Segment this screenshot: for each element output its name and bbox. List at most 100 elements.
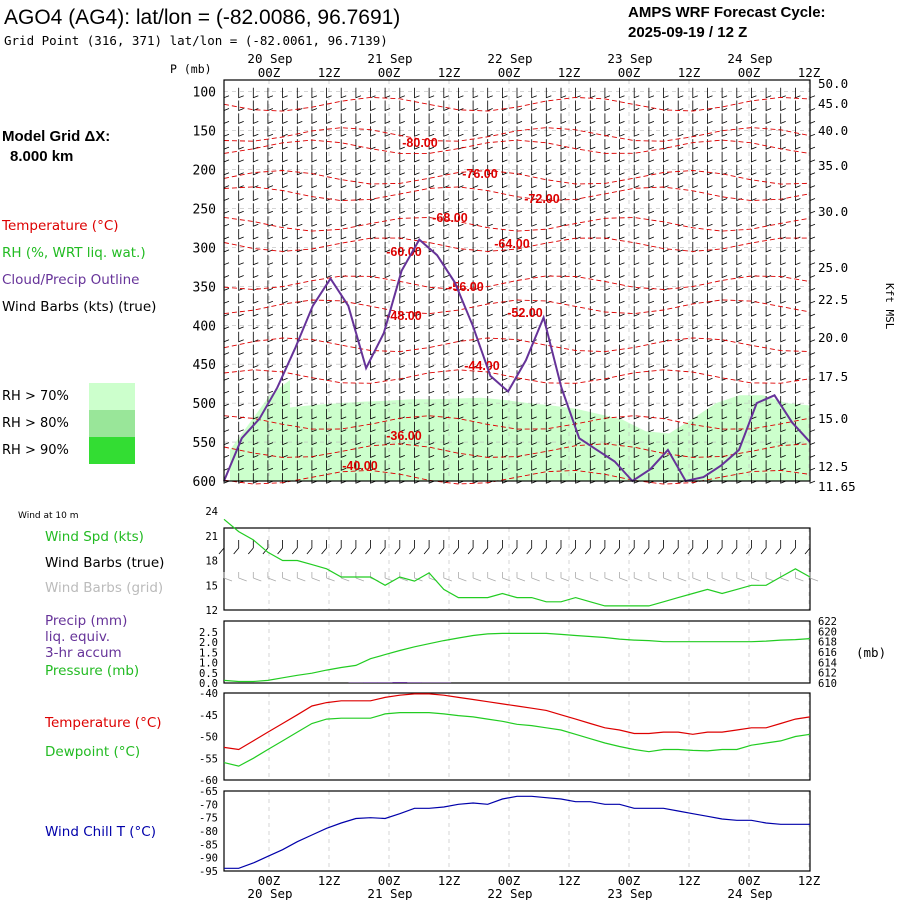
surface-barb-true (438, 540, 445, 555)
wind-barb (707, 164, 713, 176)
wind-barb (765, 357, 772, 369)
wind-barb (414, 164, 420, 176)
wind-barb (707, 421, 713, 433)
wind-barb (428, 113, 435, 124)
wind-barb (809, 229, 816, 240)
pressure-tick-label: 500 (193, 397, 216, 412)
wind-barb (516, 306, 523, 317)
wind-barb (487, 164, 493, 176)
wind-barb (370, 331, 376, 343)
wind-barb (663, 396, 669, 407)
wind-barb (765, 100, 772, 112)
wind-barb (370, 139, 376, 150)
wind-barb (252, 293, 259, 304)
wind-barb (428, 447, 435, 458)
wind-barb (545, 203, 552, 214)
wind-barb (575, 370, 581, 381)
wind-barb (502, 473, 508, 484)
wind-barb (516, 126, 523, 137)
panel-frame (223, 527, 811, 611)
wind-barb (531, 267, 537, 279)
wind-barb (604, 126, 611, 137)
surface-barb-grid (384, 572, 394, 582)
wind-barb (721, 318, 728, 330)
wind-barb (370, 434, 376, 446)
surface-barb-grid (692, 572, 701, 582)
wind-barb (809, 267, 816, 279)
wind-barb (428, 318, 435, 330)
wind-barb (721, 280, 728, 291)
wind-barb (516, 293, 523, 304)
wind-barb (736, 254, 742, 266)
wind-barb (575, 164, 581, 176)
wind-barb (370, 370, 376, 381)
wind-barb (560, 331, 567, 343)
wind-barb (545, 100, 552, 112)
wind-barb (502, 331, 508, 343)
wind-barb (663, 100, 669, 112)
wind-barb (736, 216, 742, 227)
wind-barb (282, 139, 288, 150)
wind-barb (238, 370, 244, 381)
wind-barb (707, 100, 713, 112)
wind-barb (458, 267, 464, 279)
kft-tick-label: 40.0 (818, 123, 848, 138)
wind-barb (663, 254, 669, 266)
wind-barb (311, 100, 318, 112)
wind-barb (472, 241, 479, 253)
wind-barb (721, 126, 728, 137)
wind-barb (765, 139, 772, 150)
bottom-time-tick: 00Z (258, 873, 281, 888)
surface-barb-true (526, 540, 533, 555)
wind-barb (238, 318, 244, 330)
surface-barb-true (365, 540, 371, 555)
top-time-tick: 00Z (258, 65, 281, 80)
wind-barb (502, 357, 508, 369)
wind-barb (252, 383, 259, 394)
wind-barb (296, 203, 303, 214)
wind-barb (296, 408, 303, 420)
wind-barb (633, 87, 640, 99)
top-time-tick: 12Z (678, 65, 701, 80)
surface-barb-grid (589, 572, 599, 582)
panel-tick-label: 12 (205, 605, 218, 617)
wind-barb (282, 203, 288, 214)
wind-barb (399, 357, 405, 369)
wind-barb (765, 408, 772, 420)
wind-barb (692, 229, 698, 240)
wind-barb (384, 447, 391, 458)
wind-barb (282, 216, 288, 227)
wind-barb (252, 216, 259, 227)
wind-barb (296, 421, 303, 433)
wind-barb (326, 344, 332, 356)
wind-barb (765, 126, 772, 137)
wind-barb (531, 164, 537, 176)
wind-barb (545, 396, 552, 407)
wind-barb (399, 344, 405, 356)
wind-barb (458, 254, 464, 266)
wind-barb (751, 177, 757, 189)
wind-barb (443, 100, 449, 112)
wind-barb (414, 113, 420, 124)
wind-barb (355, 306, 362, 317)
wind-barb (399, 331, 405, 343)
surface-barb-grid (604, 572, 614, 582)
legend-barbs-grid: Wind Barbs (grid) (45, 580, 163, 596)
wind-barb (282, 396, 288, 407)
wind-barb (648, 331, 655, 343)
wind-barb (267, 383, 274, 394)
wind-barb (780, 164, 786, 176)
bottom-date-label: 21 Sep (367, 886, 412, 900)
wind-barb (355, 421, 362, 433)
wind-barb (282, 344, 288, 356)
wind-barb (663, 293, 669, 304)
wind-barb (443, 177, 449, 189)
wind-barb (384, 293, 391, 304)
wind-barb (751, 318, 757, 330)
wind-barb (428, 87, 435, 99)
pressure-tick-label: 600 (193, 475, 216, 490)
surface-barb-true (614, 540, 620, 555)
wind-barb (560, 306, 567, 317)
wind-barb (633, 306, 640, 317)
